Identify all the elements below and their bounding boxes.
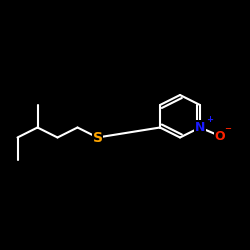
Text: N: N (195, 121, 205, 134)
Text: S: S (92, 130, 102, 144)
Text: +: + (206, 115, 214, 124)
Text: −: − (224, 124, 231, 133)
Text: O: O (215, 130, 225, 143)
